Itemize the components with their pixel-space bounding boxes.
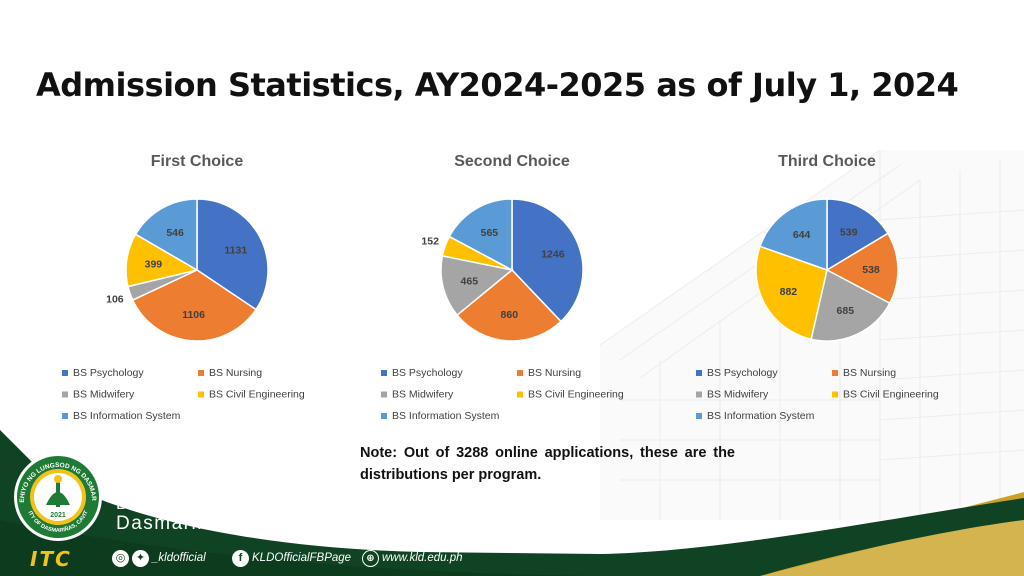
legend-label: BS Information System [707, 410, 815, 422]
instagram-icon[interactable]: ◎ [112, 549, 129, 567]
twitter-icon[interactable]: ✦ [132, 549, 149, 567]
pie-slice [440, 254, 514, 317]
legend-label: BS Civil Engineering [209, 389, 305, 401]
data-label: 465 [461, 276, 479, 288]
data-label: 565 [481, 227, 499, 239]
pie-slice [134, 198, 198, 272]
pie-slice [759, 198, 828, 272]
pie-slice [196, 198, 269, 311]
legend-label: BS Midwifery [392, 389, 454, 401]
college-seal-logo: 2021 KOLEHIYO NG LUNGSOD NG DASMARIÑAS C… [14, 453, 102, 541]
note-text: Note: Out of 3288 online applications, t… [360, 445, 735, 483]
data-label: 399 [145, 259, 163, 271]
data-label: 539 [840, 227, 858, 239]
seal-year: 2021 [50, 512, 66, 519]
pie-slice [810, 268, 891, 342]
data-label: 1106 [182, 309, 205, 321]
pie-slice [755, 245, 828, 341]
legend-swatch [696, 370, 702, 376]
legend-label: BS Midwifery [73, 389, 135, 401]
legend-label: BS Psychology [707, 367, 778, 379]
legend-label: BS Psychology [73, 367, 144, 379]
legend-swatch [381, 370, 387, 376]
data-label: 685 [837, 305, 855, 317]
legend-swatch [517, 391, 523, 398]
website-link-text: www.kld.edu.ph [382, 552, 463, 564]
data-label: 882 [780, 286, 798, 298]
data-label: 152 [421, 236, 439, 248]
tagline-line2: Dasmarineños [116, 513, 257, 534]
tagline-line1: Building the foundation for the [116, 494, 355, 513]
pie-chart-3: Third Choice 539 538 685 882 644 BS Psychology… [696, 153, 939, 422]
facebook-icon[interactable]: f [232, 549, 249, 567]
legend-label: BS Civil Engineering [843, 389, 939, 401]
pie-slice [448, 198, 513, 272]
legend-label: BS Nursing [209, 367, 262, 379]
facebook-link[interactable]: f KLDOfficialFBPage [232, 548, 351, 568]
legend-swatch [62, 391, 68, 398]
data-label: 538 [862, 264, 880, 276]
data-label: 644 [793, 229, 811, 241]
chart-title: Second Choice [454, 153, 570, 170]
chart-title: Third Choice [778, 153, 876, 170]
itc-logo: ITC [30, 547, 72, 571]
facebook-link-text: KLDOfficialFBPage [252, 552, 352, 564]
pie-slice [825, 232, 899, 305]
legend-label: BS Midwifery [707, 389, 769, 401]
data-label: 1246 [541, 249, 565, 261]
legend-label: BS Information System [392, 410, 500, 422]
legend-swatch [696, 413, 702, 419]
legend-swatch [198, 391, 204, 398]
data-label: 1131 [224, 244, 247, 256]
pie-slice [511, 198, 584, 323]
pie-chart-1: First Choice 1131 1106 106 399 546 BS Psycholo… [62, 153, 305, 422]
globe-icon[interactable]: ⊕ [362, 549, 379, 567]
legend-label: BS Nursing [843, 367, 896, 379]
legend-swatch [832, 391, 838, 398]
legend-swatch [381, 391, 387, 398]
data-label: 546 [166, 227, 184, 239]
legend-swatch [832, 370, 838, 376]
pie-slice [456, 268, 563, 342]
legend-label: BS Information System [73, 410, 181, 422]
charts-layer: First Choice 1131 1106 106 399 546 BS Psycholo… [62, 153, 939, 422]
social-handle-group[interactable]: ◎ ✦ _kldofficial [112, 548, 206, 568]
legend-swatch [381, 413, 387, 419]
pie-slice [131, 269, 258, 342]
legend-swatch [62, 370, 68, 376]
page-title: Admission Statistics, AY2024-2025 as of … [36, 66, 959, 104]
legend-label: BS Psychology [392, 367, 463, 379]
legend-swatch [696, 391, 702, 398]
legend-swatch [62, 413, 68, 419]
pie-chart-2: Second Choice 1246 860 465 152 565 BS Psycholo… [381, 153, 624, 422]
chart-title: First Choice [151, 153, 244, 170]
pie-slice [826, 198, 889, 272]
legend-label: BS Nursing [528, 367, 581, 379]
footer-green-band [0, 430, 1024, 576]
footer-green-band-dark [0, 520, 640, 576]
legend-label: BS Civil Engineering [528, 389, 624, 401]
social-handle-text: _kldofficial [152, 552, 206, 564]
legend-swatch [198, 370, 204, 376]
data-label: 106 [106, 294, 124, 306]
data-label: 860 [501, 309, 519, 321]
legend-swatch [517, 370, 523, 376]
website-link[interactable]: ⊕ www.kld.edu.ph [362, 548, 463, 568]
